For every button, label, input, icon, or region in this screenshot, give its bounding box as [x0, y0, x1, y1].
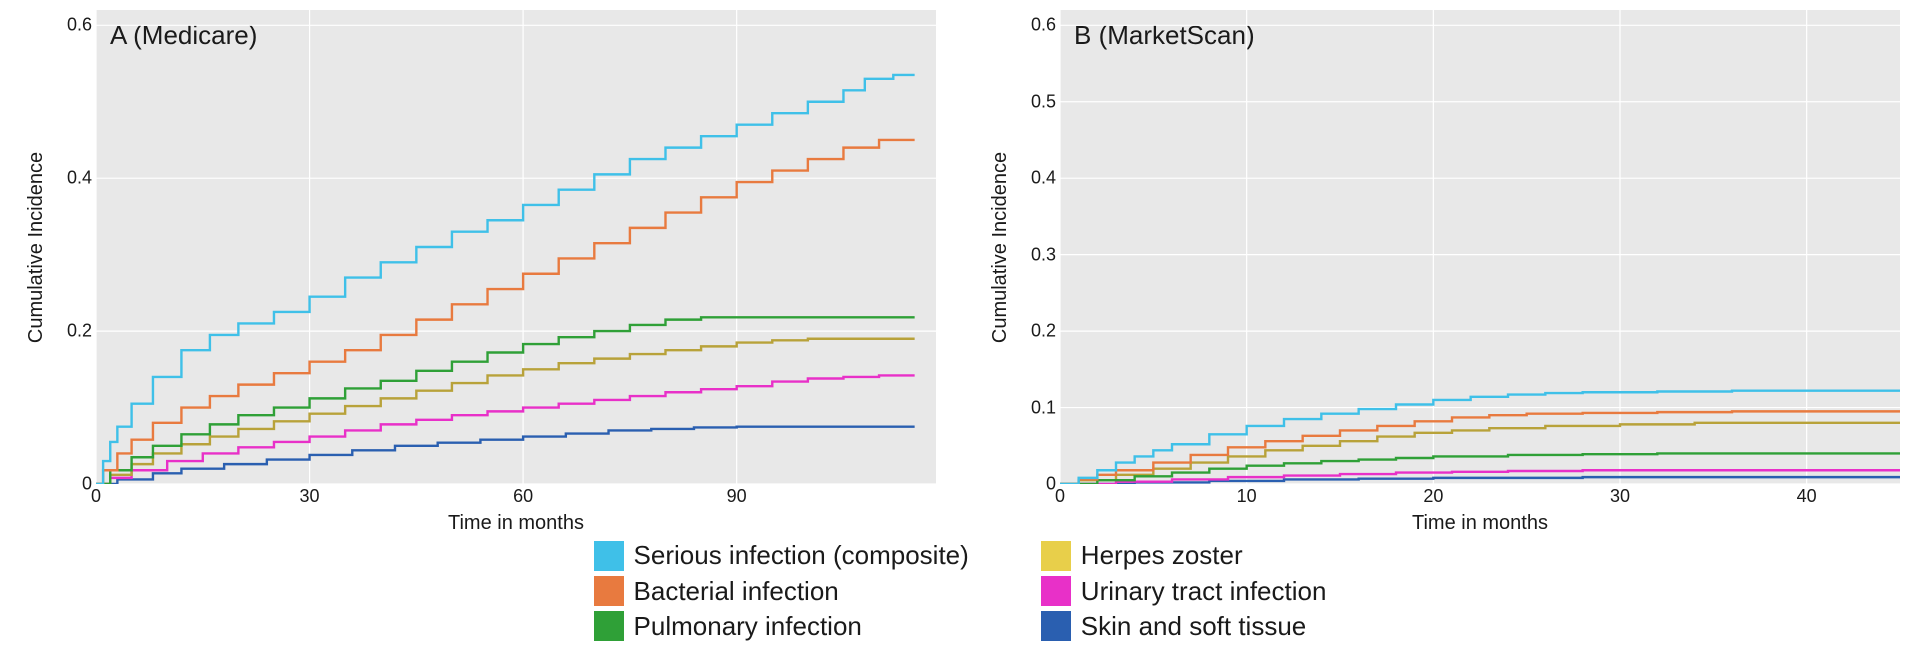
legend-col-2: Herpes zoster Urinary tract infection Skin… — [1041, 540, 1327, 642]
series-pulmonary — [96, 317, 915, 484]
legend: Serious infection (composite) Bacterial i… — [0, 540, 1920, 642]
ytick: 0.4 — [1031, 168, 1056, 189]
panel-a-ylabel: Cumulative Incidence — [20, 10, 54, 484]
legend-item-serious: Serious infection (composite) — [594, 540, 969, 571]
panel-a-plotrow: Cumulative Incidence 00.20.40.6 A (Medic… — [20, 10, 936, 484]
ytick: 0.5 — [1031, 91, 1056, 112]
legend-col-1: Serious infection (composite) Bacterial i… — [594, 540, 969, 642]
xtick: 20 — [1423, 486, 1443, 507]
legend-item-herpes: Herpes zoster — [1041, 540, 1327, 571]
xtick: 40 — [1797, 486, 1817, 507]
ytick: 0.6 — [1031, 15, 1056, 36]
legend-label: Bacterial infection — [634, 576, 839, 607]
series-bacterial — [96, 140, 915, 484]
panel-b-xticks-row: 0 10 20 30 40 — [984, 484, 1900, 512]
xtick: 0 — [1055, 486, 1065, 507]
legend-swatch-herpes — [1041, 541, 1071, 571]
panel-b: Cumulative Incidence 0 0.1 0.2 0.3 0.4 0.5 0.6… — [984, 10, 1900, 540]
legend-swatch-bacterial — [594, 576, 624, 606]
xtick: 30 — [1610, 486, 1630, 507]
ytick: 0.2 — [1031, 321, 1056, 342]
xtick: 60 — [513, 486, 533, 507]
panel-b-plotrow: Cumulative Incidence 00.10.20.30.40.50.6… — [984, 10, 1900, 484]
figure-root: Cumulative Incidence 0 0.2 0.4 0.6 A (Medic… — [0, 0, 1920, 648]
panels-row: Cumulative Incidence 0 0.2 0.4 0.6 A (Medic… — [20, 10, 1900, 540]
legend-label: Serious infection (composite) — [634, 540, 969, 571]
panel-a-xticks-row: 0 30 60 90 — [20, 484, 936, 512]
panel-a-xlabel-row: Time in months — [20, 512, 936, 540]
ylabel-text: Cumulative Incidence — [990, 151, 1013, 342]
legend-label: Pulmonary infection — [634, 611, 862, 642]
legend-swatch-uti — [1041, 576, 1071, 606]
series-skin — [96, 427, 915, 484]
series-serious — [96, 75, 915, 484]
panel-b-xlabel-row: Time in months — [984, 512, 1900, 540]
ytick: 0.2 — [67, 321, 92, 342]
panel-a-plot: A (Medicare) — [96, 10, 936, 484]
legend-item-uti: Urinary tract infection — [1041, 576, 1327, 607]
xtick: 90 — [727, 486, 747, 507]
panel-b-xticks: 010203040 — [1060, 484, 1900, 512]
legend-swatch-pulmonary — [594, 611, 624, 641]
panel-b-yticks: 00.10.20.30.40.50.6 — [1018, 10, 1060, 484]
legend-swatch-skin — [1041, 611, 1071, 641]
panel-b-plot: B (MarketScan) — [1060, 10, 1900, 484]
legend-label: Urinary tract infection — [1081, 576, 1327, 607]
legend-item-bacterial: Bacterial infection — [594, 576, 969, 607]
xtick: 30 — [300, 486, 320, 507]
ytick: 0.1 — [1031, 397, 1056, 418]
ylabel-text: Cumulative Incidence — [26, 151, 49, 342]
ytick: 0.4 — [67, 168, 92, 189]
panel-b-xlabel: Time in months — [1060, 512, 1900, 540]
panel-a-xticks: 0306090 — [96, 484, 936, 512]
legend-label: Skin and soft tissue — [1081, 611, 1306, 642]
panel-a: Cumulative Incidence 0 0.2 0.4 0.6 A (Medic… — [20, 10, 936, 540]
legend-item-pulmonary: Pulmonary infection — [594, 611, 969, 642]
legend-swatch-serious — [594, 541, 624, 571]
xtick: 10 — [1237, 486, 1257, 507]
legend-item-skin: Skin and soft tissue — [1041, 611, 1327, 642]
ytick: 0.3 — [1031, 244, 1056, 265]
panel-b-ylabel: Cumulative Incidence — [984, 10, 1018, 484]
panel-a-yticks: 00.20.40.6 — [54, 10, 96, 484]
legend-label: Herpes zoster — [1081, 540, 1243, 571]
panel-a-xlabel: Time in months — [96, 512, 936, 540]
xtick: 0 — [91, 486, 101, 507]
ytick: 0.6 — [67, 15, 92, 36]
